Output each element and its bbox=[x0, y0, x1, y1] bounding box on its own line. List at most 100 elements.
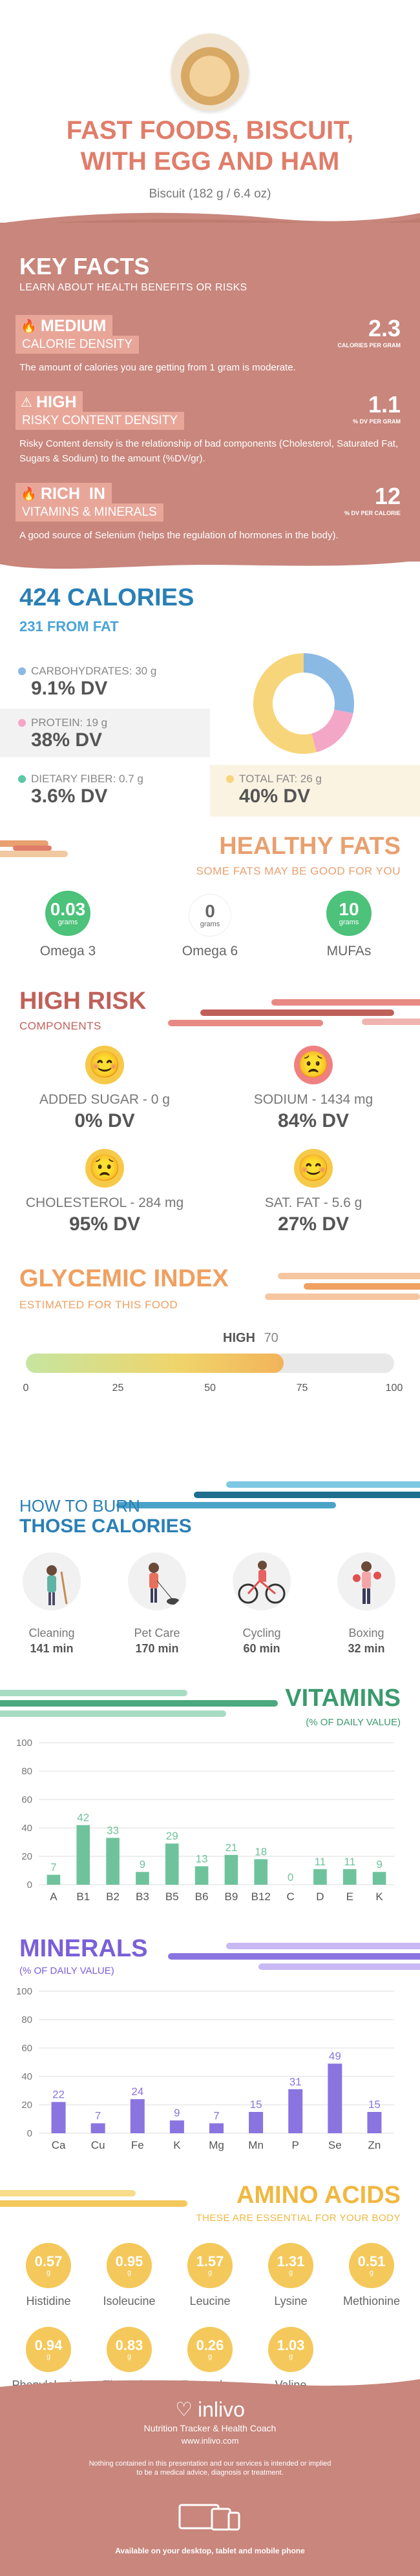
amino-title: AMINO ACIDS bbox=[236, 2182, 401, 2209]
fiber-dot bbox=[18, 775, 26, 783]
donut-slice-fat bbox=[253, 653, 317, 754]
amino-unit: g bbox=[207, 2269, 213, 2277]
bar-Ca bbox=[51, 2102, 66, 2133]
fat-dot bbox=[226, 775, 234, 783]
amino-value: 0.51 bbox=[357, 2253, 386, 2269]
sad-face-icon: 😟 bbox=[85, 1149, 124, 1188]
footer-url[interactable]: www.inlivo.com bbox=[181, 2436, 239, 2446]
amino-unit: g bbox=[127, 2269, 132, 2277]
bar-B6 bbox=[194, 1866, 209, 1885]
glycemic-tick: 50 bbox=[204, 1383, 216, 1394]
amino-label: Methionine bbox=[342, 2295, 401, 2307]
amino-subtitle: THESE ARE ESSENTIAL FOR YOUR BODY bbox=[196, 2213, 401, 2224]
x-tick-label: Zn bbox=[368, 2139, 381, 2151]
amino-value: 0.94 bbox=[34, 2337, 63, 2353]
bar-K bbox=[169, 2120, 184, 2133]
high-risk-subtitle: COMPONENTS bbox=[19, 1020, 101, 1032]
glycemic-title: GLYCEMIC INDEX bbox=[19, 1265, 229, 1292]
x-tick-label: B12 bbox=[251, 1891, 271, 1903]
amino-value: 0.83 bbox=[115, 2337, 143, 2353]
glycemic-subtitle: ESTIMATED FOR THIS FOOD bbox=[19, 1299, 178, 1311]
fact-label-risky-content: RISKY CONTENT DENSITY bbox=[16, 412, 185, 430]
sat-fat-dv: 27% DV bbox=[277, 1213, 350, 1235]
burn-title-line-1: HOW TO BURN bbox=[19, 1496, 140, 1516]
high-risk-title: HIGH RISK bbox=[19, 988, 147, 1015]
key-facts-subtitle: LEARN ABOUT HEALTH BENEFITS OR RISKS bbox=[19, 282, 247, 293]
amino-value: 0.26 bbox=[196, 2337, 224, 2353]
bar-value-label: 24 bbox=[131, 2085, 143, 2098]
bar-Fe bbox=[130, 2099, 145, 2133]
footer-disclaimer-1: Nothing contained in this presentation a… bbox=[89, 2460, 331, 2468]
x-tick-label: Fe bbox=[131, 2139, 144, 2151]
amino-bubble-methionine: 0.51 g bbox=[349, 2243, 394, 2288]
burn-label-cleaning: Cleaning bbox=[28, 1627, 75, 1639]
stripe-decoration-amino bbox=[0, 2190, 187, 2207]
burn-label-cycling: Cycling bbox=[242, 1627, 281, 1639]
amino-value: 1.57 bbox=[196, 2253, 224, 2269]
bar-B2 bbox=[106, 1838, 120, 1885]
bar-value-label: 7 bbox=[213, 2110, 219, 2122]
x-tick-label: C bbox=[286, 1891, 294, 1903]
fact-desc-risky-content: Risky Content density is the relationshi… bbox=[19, 438, 399, 464]
glycemic-tick: 75 bbox=[296, 1383, 308, 1394]
omega-3-label: Omega 3 bbox=[39, 944, 96, 958]
boxing-icon bbox=[337, 1552, 395, 1610]
amino-bubble-histidine: 0.57 g bbox=[26, 2243, 71, 2288]
footer bbox=[0, 2388, 420, 2576]
amino-unit: g bbox=[369, 2269, 374, 2277]
fact-label-calorie-density: CALORIE DENSITY bbox=[16, 336, 140, 354]
burn-min-boxing: 32 min bbox=[348, 1642, 385, 1655]
bar-value-label: 49 bbox=[329, 2050, 341, 2062]
food-photo bbox=[171, 34, 249, 111]
cycling-icon bbox=[233, 1552, 291, 1610]
nutrient-total-fat: TOTAL FAT: 26 g 40% DV bbox=[226, 773, 322, 807]
footer-available: Available on your desktop, tablet and mo… bbox=[115, 2546, 305, 2555]
bar-B12 bbox=[254, 1859, 268, 1885]
fact-desc-calorie-density: The amount of calories you are getting f… bbox=[19, 362, 296, 373]
minerals-title: MINERALS bbox=[19, 1935, 148, 1962]
bar-Mg bbox=[209, 2123, 224, 2133]
bar-P bbox=[288, 2089, 303, 2133]
cholesterol-label: CHOLESTEROL - 284 mg bbox=[25, 1195, 184, 1210]
footer-brand: inlivo bbox=[197, 2398, 245, 2421]
stripe-decoration-minerals bbox=[168, 1943, 420, 1970]
nutrient-protein: PROTEIN: 19 g 38% DV bbox=[18, 716, 107, 751]
bar-D bbox=[313, 1869, 327, 1885]
y-tick-label: 40 bbox=[21, 1823, 32, 1834]
pet-care-icon bbox=[128, 1552, 186, 1610]
bar-value-label: 11 bbox=[315, 1856, 326, 1868]
fact-label-vitamins-minerals: VITAMINS & MINERALS bbox=[16, 503, 163, 522]
bar-value-label: 9 bbox=[174, 2107, 180, 2119]
bar-Se bbox=[328, 2064, 342, 2133]
warning-icon: ⚠ bbox=[21, 396, 32, 410]
bar-Cu bbox=[90, 2123, 105, 2133]
stripe-decoration-risk bbox=[168, 999, 420, 1026]
x-tick-label: B6 bbox=[195, 1891, 209, 1903]
glycemic-bar bbox=[26, 1354, 394, 1373]
happy-face-icon: 😊 bbox=[85, 1046, 124, 1084]
sad-face-icon: 😟 bbox=[294, 1046, 333, 1084]
omega-6-label: Omega 6 bbox=[182, 944, 238, 958]
amino-value: 0.95 bbox=[115, 2253, 143, 2269]
bar-A bbox=[47, 1874, 61, 1885]
amino-unit: g bbox=[288, 2353, 293, 2360]
healthy-fats-title: HEALTHY FATS bbox=[219, 833, 401, 860]
bar-value-label: 31 bbox=[289, 2076, 302, 2088]
burn-label-pet-care: Pet Care bbox=[134, 1627, 180, 1639]
footer-disclaimer-2: to be a medical advice, diagnosis or tre… bbox=[136, 2469, 284, 2477]
burn-label-boxing: Boxing bbox=[348, 1627, 384, 1639]
omega-3-bubble: 0.03 grams bbox=[45, 891, 90, 936]
bar-value-label: 9 bbox=[140, 1858, 145, 1871]
bar-value-label: 9 bbox=[376, 1858, 382, 1871]
amino-bubble-isoleucine: 0.95 g bbox=[107, 2243, 152, 2288]
bar-value-label: 7 bbox=[95, 2110, 101, 2122]
cleaning-icon bbox=[23, 1552, 81, 1610]
bar-value-label: 22 bbox=[52, 2089, 65, 2101]
cholesterol-dv: 95% DV bbox=[68, 1213, 141, 1235]
x-tick-label: Cu bbox=[91, 2139, 105, 2151]
nutrient-carbs: CARBOHYDRATES: 30 g 9.1% DV bbox=[18, 665, 156, 700]
amino-value: 1.31 bbox=[277, 2253, 305, 2269]
y-tick-label: 100 bbox=[16, 1738, 32, 1749]
vitamins-bar-chart: 0 20 40 60 80 100 7 A 42 B1 33 B2 9 B3 29 B5 13 B6 21 B9 18 B… bbox=[16, 1738, 394, 1903]
key-facts-title: KEY FACTS bbox=[19, 253, 150, 279]
